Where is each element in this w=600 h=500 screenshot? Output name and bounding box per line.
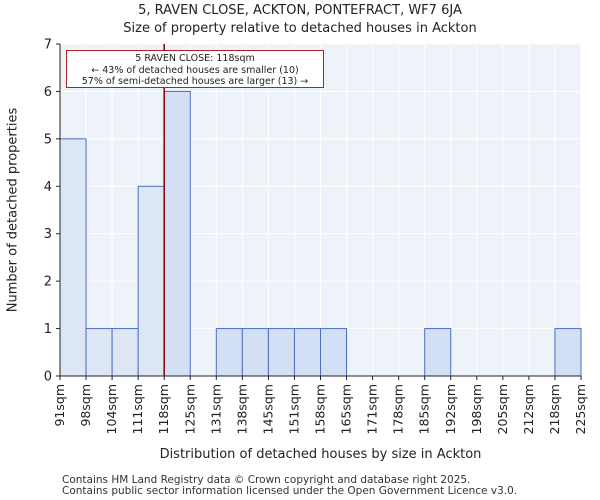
y-tick-label: 0 [44,370,52,385]
bar [215,328,243,377]
x-tick-label: 192sqm [443,384,458,434]
y-tick-label: 2 [44,275,52,290]
x-tick-label: 218sqm [547,384,562,434]
bar [137,185,165,377]
x-tick-label: 111sqm [130,384,145,434]
x-axis-title: Distribution of detached houses by size … [160,447,482,462]
x-tick-label: 151sqm [286,384,301,434]
x-tick-label: 91sqm [52,384,67,427]
chart-title: 5, RAVEN CLOSE, ACKTON, PONTEFRACT, WF7 … [138,3,462,18]
bar [111,328,139,377]
x-tick-label: 212sqm [521,384,536,434]
x-tick-label: 185sqm [417,384,432,434]
y-tick-label: 5 [44,132,52,147]
bar [554,328,582,377]
footer-line-1: Contains HM Land Registry data © Crown c… [62,474,471,486]
bar [163,90,191,377]
x-tick-label: 225sqm [573,384,588,434]
x-tick-label: 205sqm [495,384,510,434]
x-tick-label: 118sqm [156,384,171,434]
x-tick-label: 138sqm [234,384,249,434]
y-tick-label: 7 [44,38,52,53]
chart-subtitle: Size of property relative to detached ho… [123,21,477,36]
y-tick-label: 6 [44,85,52,100]
x-tick-label: 165sqm [339,384,354,434]
bar [293,328,322,377]
x-tick-label: 158sqm [313,384,328,434]
x-tick-label: 198sqm [469,384,484,434]
y-tick-label: 4 [44,180,52,195]
y-tick-label: 1 [44,322,52,337]
bar [59,138,87,377]
y-tick-label: 3 [44,227,52,242]
bar [267,328,295,377]
x-tick-label: 125sqm [182,384,197,434]
footer-line-2: Contains public sector information licen… [62,485,518,497]
bar [85,328,113,377]
x-tick-label: 98sqm [78,384,93,427]
annotation-line-2: ← 43% of detached houses are smaller (10… [91,64,299,76]
annotation-line-3: 57% of semi-detached houses are larger (… [81,76,309,87]
x-tick-label: 145sqm [260,384,275,434]
property-annotation: 5 RAVEN CLOSE: 118sqm ← 43% of detached … [66,50,324,88]
bar [424,328,452,377]
y-axis-title: Number of detached properties [6,108,21,313]
x-tick-label: 131sqm [208,384,223,434]
x-tick-label: 178sqm [391,384,406,434]
annotation-line-1: 5 RAVEN CLOSE: 118sqm [135,53,255,64]
x-tick-label: 171sqm [365,384,380,434]
bar [320,328,348,377]
x-tick-label: 104sqm [104,384,119,434]
bar [241,328,269,377]
